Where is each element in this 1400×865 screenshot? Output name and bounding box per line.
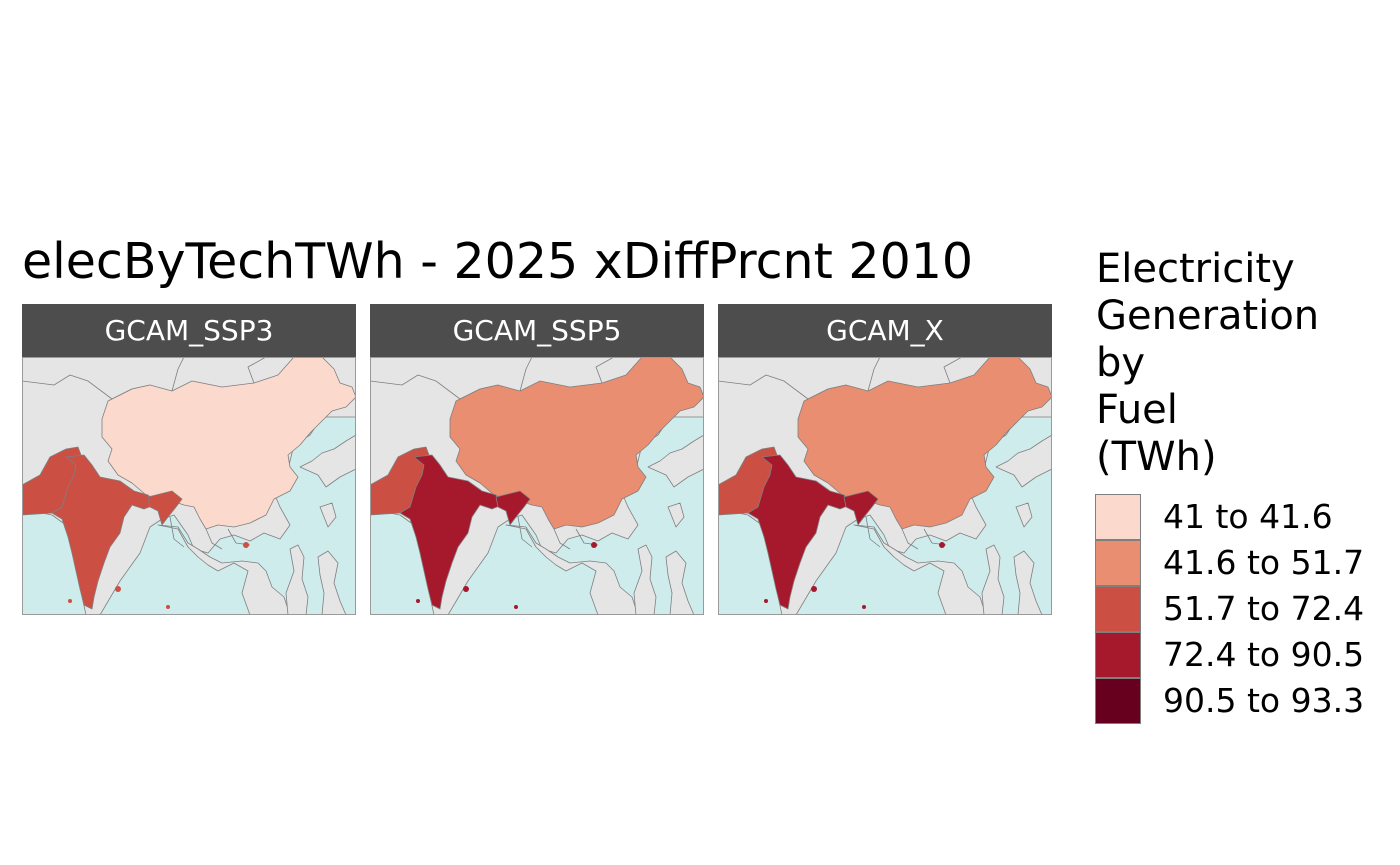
legend-key-swatch	[1095, 586, 1141, 632]
legend-item: 41 to 41.6	[1095, 494, 1395, 540]
land-region	[319, 502, 337, 528]
land-region	[995, 434, 1052, 488]
region-india	[51, 454, 155, 610]
island-marker	[416, 599, 420, 603]
map-panel	[370, 357, 704, 615]
country-border	[517, 516, 533, 548]
legend-item: 51.7 to 72.4	[1095, 586, 1395, 632]
legend-key-swatch	[1095, 678, 1141, 724]
legend-key-swatch	[1095, 632, 1141, 678]
plot-title: elecByTechTWh - 2025 xDiffPrcnt 2010	[22, 233, 974, 290]
land-region	[285, 544, 309, 615]
island-marker	[862, 605, 866, 609]
map-svg	[370, 357, 704, 615]
country-border	[519, 357, 533, 392]
region-india	[747, 454, 851, 610]
region-china	[797, 357, 1052, 530]
region-china	[449, 357, 704, 530]
legend-title-line: Electricity	[1096, 246, 1295, 292]
land-region	[299, 434, 356, 488]
facet-strip-label: GCAM_SSP5	[370, 304, 704, 357]
country-border	[169, 516, 185, 548]
country-border	[205, 528, 223, 550]
facet-panel: GCAM_SSP5	[370, 304, 704, 615]
map-panel	[22, 357, 356, 615]
island-marker	[463, 586, 469, 592]
region-china	[101, 357, 356, 530]
land-region	[1015, 502, 1033, 528]
region-bangladesh	[495, 490, 531, 526]
island-marker	[939, 542, 945, 548]
land-region	[981, 544, 1005, 615]
country-border	[247, 357, 267, 384]
land-region	[317, 550, 347, 615]
map-svg	[718, 357, 1052, 615]
country-border	[901, 528, 919, 550]
legend-label: 72.4 to 90.5	[1163, 635, 1365, 674]
legend-title-line: Fuel	[1096, 387, 1178, 433]
island-marker	[591, 542, 597, 548]
island-marker	[514, 605, 518, 609]
region-india	[399, 454, 503, 610]
legend-item: 72.4 to 90.5	[1095, 632, 1395, 678]
legend-label: 90.5 to 93.3	[1163, 681, 1365, 720]
legend-title: Electricity Generation by Fuel (TWh)	[1096, 246, 1396, 481]
land-region	[667, 502, 685, 528]
island-marker	[166, 605, 170, 609]
legend-label: 41 to 41.6	[1163, 497, 1333, 536]
island-marker	[764, 599, 768, 603]
legend-item: 90.5 to 93.3	[1095, 678, 1395, 724]
country-border	[595, 357, 615, 384]
legend-label: 41.6 to 51.7	[1163, 543, 1365, 582]
legend-key-swatch	[1095, 494, 1141, 540]
facet-panel: GCAM_X	[718, 304, 1052, 615]
facet-strip-label: GCAM_X	[718, 304, 1052, 357]
land-region	[1013, 550, 1043, 615]
legend-title-line: by	[1096, 340, 1146, 386]
map-panel	[718, 357, 1052, 615]
island-marker	[115, 586, 121, 592]
legend-title-line: (TWh)	[1096, 434, 1217, 480]
island-marker	[68, 599, 72, 603]
land-region	[647, 434, 704, 488]
region-bangladesh	[147, 490, 183, 526]
island-marker	[811, 586, 817, 592]
island-marker	[243, 542, 249, 548]
land-region	[665, 550, 695, 615]
region-bangladesh	[843, 490, 879, 526]
legend-title-line: Generation	[1096, 293, 1320, 339]
land-region	[633, 544, 657, 615]
facet-strip-label: GCAM_SSP3	[22, 304, 356, 357]
legend-label: 51.7 to 72.4	[1163, 589, 1365, 628]
legend-key-swatch	[1095, 540, 1141, 586]
country-border	[171, 357, 185, 392]
country-border	[553, 528, 571, 550]
country-border	[943, 357, 963, 384]
facet-panel: GCAM_SSP3	[22, 304, 356, 615]
country-border	[865, 516, 881, 548]
country-border	[867, 357, 881, 392]
map-svg	[22, 357, 356, 615]
legend-item: 41.6 to 51.7	[1095, 540, 1395, 586]
